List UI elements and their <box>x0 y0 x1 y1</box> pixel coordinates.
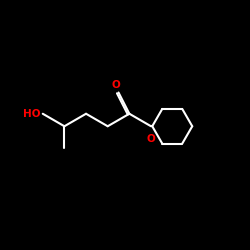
Text: O: O <box>112 80 120 90</box>
Text: HO: HO <box>23 109 40 119</box>
Text: O: O <box>147 134 156 144</box>
